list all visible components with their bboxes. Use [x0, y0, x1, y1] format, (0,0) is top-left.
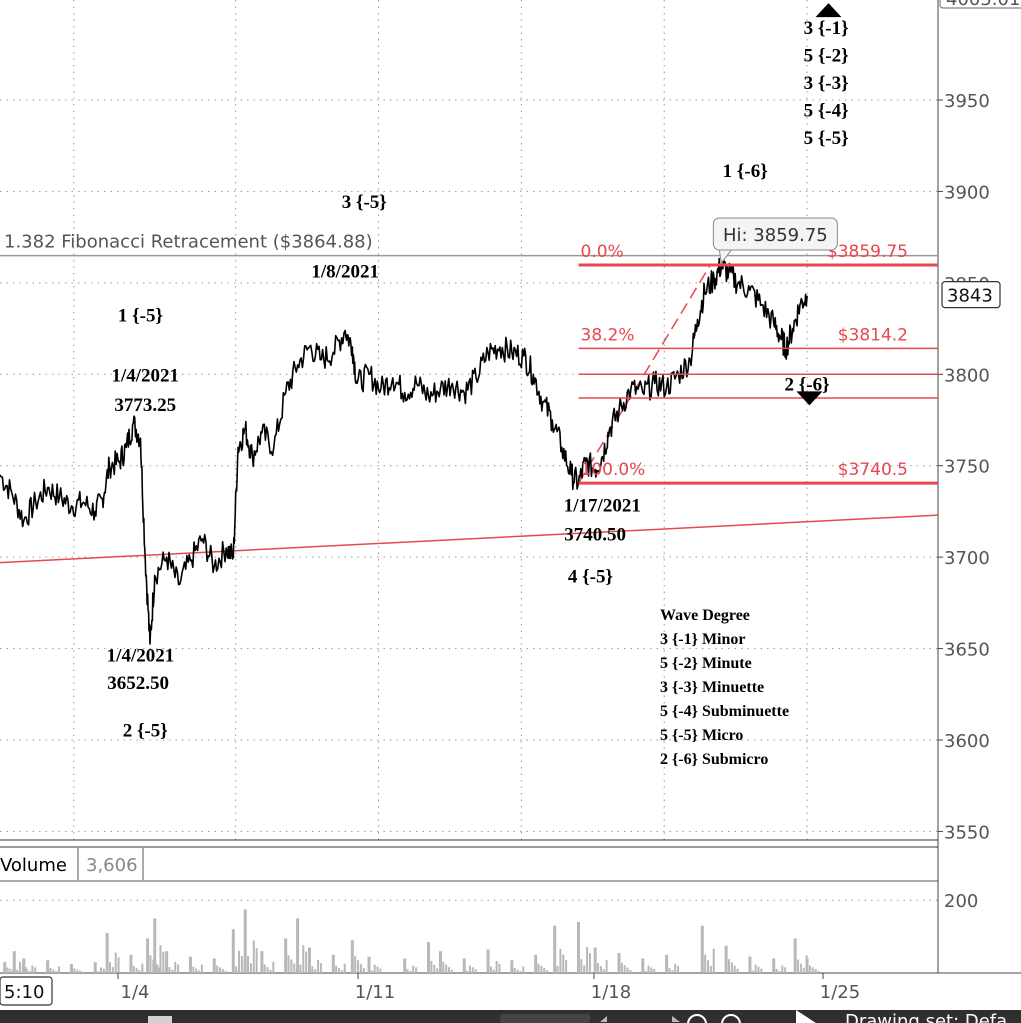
scrollbar-track[interactable]: [500, 1014, 590, 1023]
wave-annotation: 5 {-5}: [804, 128, 849, 149]
play-icon[interactable]: [796, 1010, 816, 1023]
y-tick-label: 3800: [944, 365, 990, 386]
x-tick-label: 1/18: [591, 982, 631, 1003]
legend-entry: 5 {-4} Subminuette: [660, 703, 789, 720]
x-tick-label: 1/25: [820, 982, 860, 1003]
y-tick-label: 3700: [944, 548, 990, 569]
legend-entry: 3 {-3} Minuette: [660, 679, 764, 696]
fib-level-pct: 100.0%: [581, 460, 646, 480]
wave-annotation: 1 {-6}: [723, 161, 768, 182]
y-tick-label: 3550: [944, 822, 990, 843]
wave-annotations: 3 {-1} 5 {-2} 3 {-3} 5 {-4} 5 {-5} 1 {-6} 3 {-…: [107, 3, 849, 741]
legend-entry: 5 {-2} Minute: [660, 655, 752, 672]
wave-annotation: 1/17/2021: [564, 495, 641, 516]
wave-annotation: 1 {-5}: [118, 305, 163, 326]
y-tick-label: 3900: [944, 182, 990, 203]
wave-annotation: 5 {-2}: [804, 46, 849, 67]
y-tick-label: 3750: [944, 457, 990, 478]
crosshair-time-label: 5:10: [4, 982, 44, 1003]
grid: [0, 0, 1021, 974]
volume-panel: Volume 3,606: [0, 848, 938, 973]
fib-level-price: $3859.75: [827, 242, 908, 262]
wave-annotation: 3 {-5}: [342, 192, 387, 213]
price-line: [0, 257, 808, 645]
wave-annotation: 1/4/2021: [111, 366, 179, 387]
wave-annotation: 3773.25: [114, 395, 176, 416]
wave-annotation: 1/4/2021: [107, 645, 175, 666]
hi-bubble: [712, 217, 838, 251]
wave-annotation: 3740.50: [564, 525, 626, 546]
legend-entry: 5 {-5} Micro: [660, 727, 743, 744]
scroll-thumb[interactable]: [148, 1016, 172, 1023]
hi-bubble-text: Hi: 3859.75: [723, 225, 828, 246]
y-tick-label: 3600: [944, 731, 990, 752]
wave-degree-legend: Wave Degree 3 {-1} Minor 5 {-2} Minute 3 {-…: [660, 607, 789, 768]
x-tick-label: 1/11: [355, 982, 395, 1003]
fib-level-pct: 0.0%: [581, 242, 624, 262]
price-series: [0, 257, 808, 645]
wave-annotation: 4 {-5}: [568, 567, 613, 588]
crosshair-time-box: [0, 976, 53, 1006]
volume-value: 3,606: [86, 855, 138, 876]
top-price-marker: [939, 0, 1021, 9]
top-price-label: 4005.01: [946, 0, 1020, 10]
fib-level-price: $3740.5: [838, 460, 908, 480]
zoom-in-icon[interactable]: [721, 1014, 741, 1023]
wave-annotation: 1/8/2021: [311, 261, 379, 282]
wave-annotation: 2 {-6}: [785, 375, 830, 396]
wave-annotation: 3 {-3}: [804, 73, 849, 94]
wave-annotation: 5 {-4}: [804, 100, 849, 121]
scroll-left-icon[interactable]: [600, 1016, 607, 1022]
scroll-right-icon[interactable]: [672, 1016, 680, 1022]
support-trendline[interactable]: [0, 514, 939, 564]
last-price-label: 3843: [947, 286, 993, 307]
arrow-up-icon: [815, 3, 842, 18]
legend-entry: 3 {-1} Minor: [660, 631, 745, 648]
x-tick-label: 1/4: [121, 982, 150, 1003]
zoom-out-icon[interactable]: [687, 1014, 707, 1023]
volume-label: Volume: [0, 855, 67, 876]
wave-annotation: 2 {-5}: [123, 720, 168, 741]
volume-tick-label: 200: [944, 891, 978, 912]
arrow-down-icon: [796, 391, 823, 406]
last-price-box[interactable]: [941, 281, 1001, 309]
fibonacci-levels: 0.0% $3859.75 38.2% $3814.2 100.0% $3740.5 Hi:…: [578, 217, 938, 485]
fib-extension-label: 1.382 Fibonacci Retracement ($3864.88): [4, 232, 373, 253]
wave-annotation: 3 {-1}: [804, 18, 849, 39]
y-tick-label: 3950: [944, 91, 990, 112]
y-tick-label: 3650: [944, 640, 990, 661]
legend-entry: 2 {-6} Submicro: [660, 751, 768, 768]
footer-toolbar: Drawing set: Defa: [0, 1010, 1021, 1023]
wave-annotation: 3652.50: [107, 673, 169, 694]
fib-level-pct: 38.2%: [581, 325, 635, 345]
fib-level-price: $3814.2: [838, 325, 908, 345]
hi-bubble-pointer: [718, 249, 733, 265]
legend-title: Wave Degree: [660, 607, 750, 624]
drawing-set-label[interactable]: Drawing set: Defa: [845, 1011, 1007, 1023]
